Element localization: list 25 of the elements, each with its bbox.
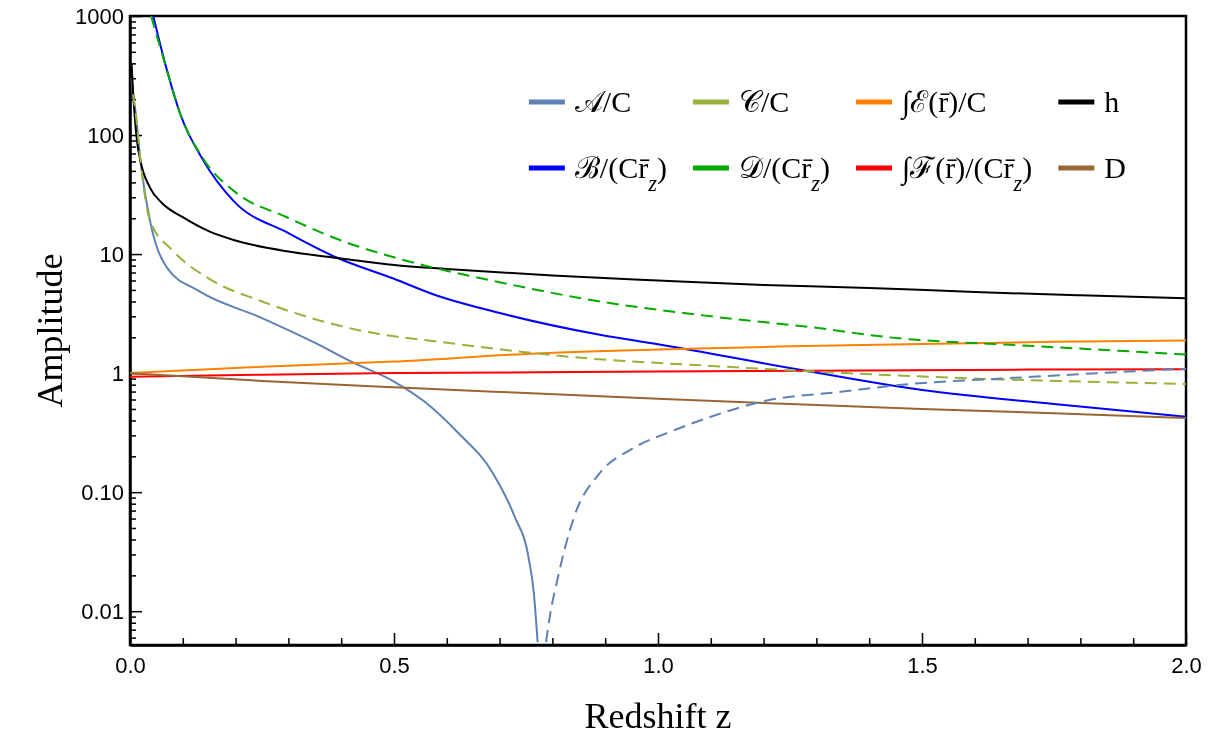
y-tick-label: 1000	[75, 3, 124, 29]
x-tick-label: 1.0	[643, 652, 674, 678]
y-tick-label: 100	[87, 122, 124, 148]
x-tick-label: 2.0	[1171, 652, 1202, 678]
y-tick-label: 0.10	[81, 479, 124, 505]
line-series	[130, 372, 1186, 419]
line-series	[150, 16, 1186, 356]
legend-label: ℬ/(Cr̄$_{z}$)	[574, 151, 667, 196]
y-tick-label: 10	[99, 241, 124, 267]
x-tick-label: 1.5	[907, 652, 938, 678]
legend-label: D	[1104, 151, 1126, 184]
x-tick-label: 0.0	[115, 652, 146, 678]
legend-label: ∫ℱ(r̄)/(Cr̄$_{z}$)	[900, 151, 1033, 196]
x-tick-label: 0.5	[379, 652, 410, 678]
y-tick-label: 0.01	[81, 598, 124, 624]
legend-label: 𝒞/C	[738, 85, 790, 118]
line-series	[152, 16, 1186, 418]
y-tick-label: 1	[111, 360, 124, 386]
line-series	[545, 367, 1186, 644]
x-axis-title: Redshift z	[584, 696, 732, 736]
legend-label: 𝒜/C	[574, 85, 632, 118]
y-axis-title: Amplitude	[30, 253, 70, 408]
legend-label: ∫ℰ(r̄)/C	[900, 85, 987, 121]
legend-label: h	[1104, 85, 1120, 118]
legend-label: 𝒟/(Cr̄$_{z}$)	[738, 151, 831, 196]
